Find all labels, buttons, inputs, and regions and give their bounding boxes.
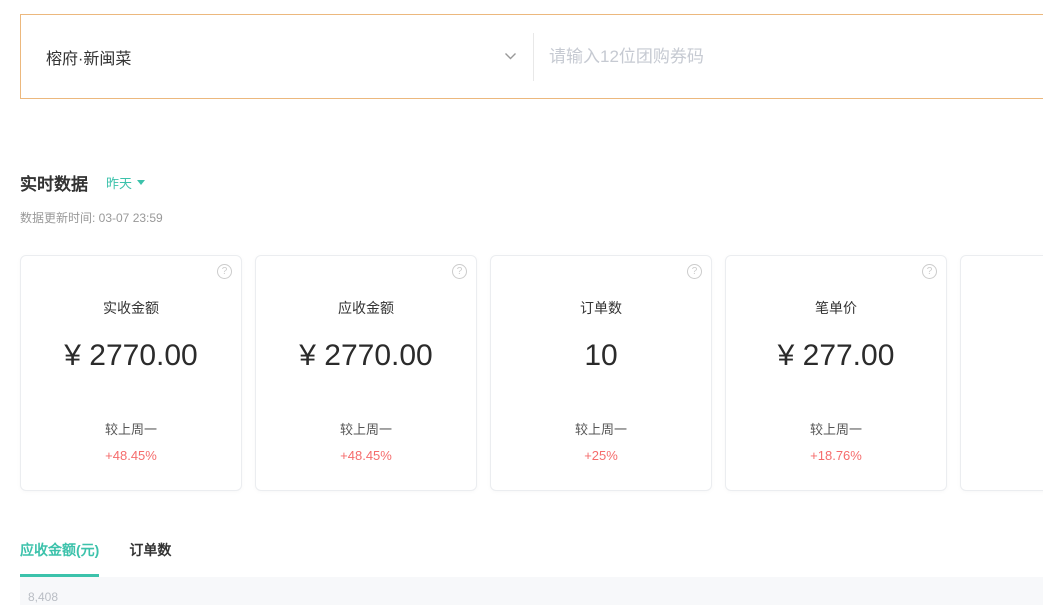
- help-icon[interactable]: ?: [217, 264, 232, 279]
- stat-card-compare-value: +48.45%: [340, 448, 392, 463]
- help-icon[interactable]: ?: [922, 264, 937, 279]
- realtime-section-header: 实时数据 昨天: [20, 170, 146, 195]
- stat-card-value: ¥ 277.00: [777, 339, 895, 372]
- stat-card-order-count: ? 订单数 10 较上周一 +25%: [490, 255, 712, 491]
- stat-card-compare-label: 较上周一: [809, 422, 862, 437]
- stat-card-label: 实收金额: [103, 300, 159, 316]
- voucher-verify-bar: 榕府·新闽菜: [20, 14, 1043, 99]
- data-update-time: 数据更新时间: 03-07 23:59: [20, 211, 163, 225]
- caret-down-icon: [137, 180, 146, 185]
- stat-card-compare-value: +48.45%: [105, 448, 157, 463]
- period-selector-value: 昨天: [106, 176, 133, 191]
- stat-card-value: ¥ 2770.00: [299, 339, 433, 372]
- tab-order-count[interactable]: 订单数: [129, 542, 172, 558]
- help-icon[interactable]: ?: [452, 264, 467, 279]
- stat-card-receivable: ? 应收金额 ¥ 2770.00 较上周一 +48.45%: [255, 255, 477, 491]
- tab-receivable-amount[interactable]: 应收金额(元): [20, 540, 100, 578]
- store-selector[interactable]: 榕府·新闽菜: [21, 15, 533, 98]
- stat-card-value: 10: [584, 339, 618, 372]
- stat-card-label: 订单数: [580, 300, 622, 316]
- chevron-down-icon: [504, 52, 517, 61]
- stat-card-compare-label: 较上周一: [104, 422, 157, 437]
- help-icon[interactable]: ?: [687, 264, 702, 279]
- y-axis-top-tick-label: 8,408: [28, 590, 59, 604]
- stat-cards-row: ? 实收金额 ¥ 2770.00 较上周一 +48.45% ? 应收金额 ¥ 2…: [20, 255, 1043, 491]
- stat-card-value: ¥ 2770.00: [64, 339, 198, 372]
- period-selector[interactable]: 昨天: [106, 173, 146, 192]
- stat-card-label: 应收金额: [338, 300, 394, 316]
- store-selector-value: 榕府·新闽菜: [46, 50, 132, 68]
- chart-tabs: 应收金额(元) 订单数: [20, 540, 171, 578]
- stat-card-compare-value: +25%: [584, 448, 618, 463]
- stat-card-compare-label: 较上周一: [339, 422, 392, 437]
- stat-card-compare-label: 较上周一: [574, 422, 627, 437]
- page-title: 实时数据: [20, 175, 88, 194]
- trend-chart-area: 8,408: [20, 577, 1043, 605]
- voucher-code-input[interactable]: [534, 15, 1043, 98]
- stat-card-partial-cutoff: [960, 255, 1043, 491]
- stat-card-avg-order-price: ? 笔单价 ¥ 277.00 较上周一 +18.76%: [725, 255, 947, 491]
- stat-card-actual-received: ? 实收金额 ¥ 2770.00 较上周一 +48.45%: [20, 255, 242, 491]
- stat-card-label: 笔单价: [815, 300, 857, 316]
- topbar-divider: [533, 32, 534, 81]
- stat-card-compare-value: +18.76%: [810, 448, 862, 463]
